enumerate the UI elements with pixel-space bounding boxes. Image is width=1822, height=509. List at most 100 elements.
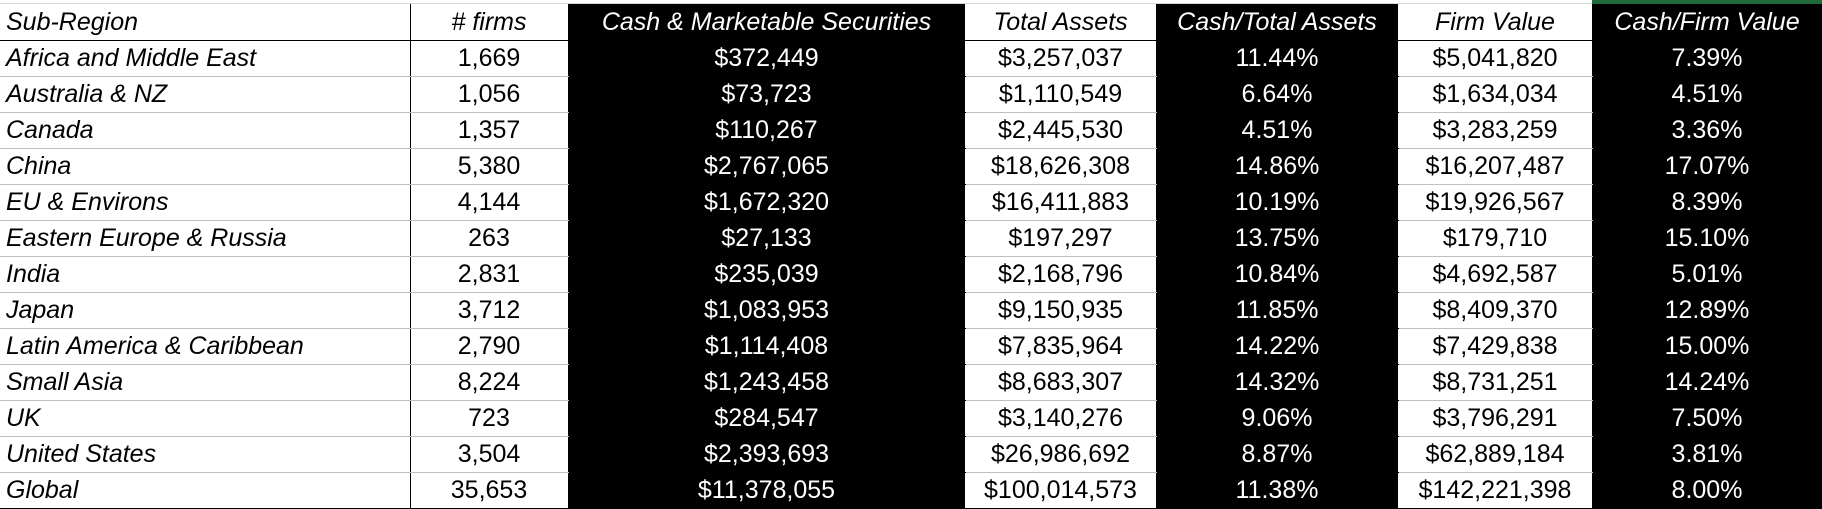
cell-cash-total-assets[interactable]: 9.06% bbox=[1156, 400, 1399, 437]
cell-total-assets[interactable]: $100,014,573 bbox=[965, 472, 1157, 509]
cell-cash-securities[interactable]: $1,083,953 bbox=[568, 292, 966, 329]
cell-cash-securities[interactable]: $284,547 bbox=[568, 400, 966, 437]
cell-cash-securities[interactable]: $11,378,055 bbox=[568, 472, 966, 509]
cell-firm-value[interactable]: $5,041,820 bbox=[1398, 40, 1593, 77]
cell-sub-region[interactable]: Small Asia bbox=[0, 364, 411, 401]
cell-total-assets[interactable]: $9,150,935 bbox=[965, 292, 1157, 329]
cell-sub-region[interactable]: India bbox=[0, 256, 411, 293]
cell-num-firms[interactable]: 8,224 bbox=[410, 364, 569, 401]
cell-cash-securities[interactable]: $235,039 bbox=[568, 256, 966, 293]
cell-cash-firm-value[interactable]: 5.01% bbox=[1592, 256, 1822, 293]
cell-cash-firm-value[interactable]: 8.00% bbox=[1592, 472, 1822, 509]
cell-sub-region[interactable]: UK bbox=[0, 400, 411, 437]
cell-firm-value[interactable]: $16,207,487 bbox=[1398, 148, 1593, 185]
cell-num-firms[interactable]: 2,831 bbox=[410, 256, 569, 293]
cell-cash-firm-value[interactable]: 15.10% bbox=[1592, 220, 1822, 257]
cell-num-firms[interactable]: 1,056 bbox=[410, 76, 569, 113]
cell-cash-total-assets[interactable]: 4.51% bbox=[1156, 112, 1399, 149]
cell-firm-value[interactable]: $7,429,838 bbox=[1398, 328, 1593, 365]
cell-total-assets[interactable]: $3,140,276 bbox=[965, 400, 1157, 437]
cell-sub-region[interactable]: United States bbox=[0, 436, 411, 473]
cell-cash-total-assets[interactable]: 13.75% bbox=[1156, 220, 1399, 257]
selection-accent bbox=[1592, 0, 1822, 4]
cell-cash-securities[interactable]: $73,723 bbox=[568, 76, 966, 113]
cell-cash-securities[interactable]: $1,114,408 bbox=[568, 328, 966, 365]
cell-cash-securities[interactable]: $1,672,320 bbox=[568, 184, 966, 221]
cell-sub-region[interactable]: Australia & NZ bbox=[0, 76, 411, 113]
cell-firm-value[interactable]: $3,796,291 bbox=[1398, 400, 1593, 437]
header-cash-firm-value[interactable]: Cash/Firm Value bbox=[1592, 4, 1822, 41]
cell-total-assets[interactable]: $2,168,796 bbox=[965, 256, 1157, 293]
cell-firm-value[interactable]: $8,409,370 bbox=[1398, 292, 1593, 329]
cell-num-firms[interactable]: 723 bbox=[410, 400, 569, 437]
cell-total-assets[interactable]: $2,445,530 bbox=[965, 112, 1157, 149]
cell-total-assets[interactable]: $18,626,308 bbox=[965, 148, 1157, 185]
cell-firm-value[interactable]: $8,731,251 bbox=[1398, 364, 1593, 401]
table-row-global: Global 35,653 $11,378,055 $100,014,573 1… bbox=[0, 472, 1822, 509]
cell-firm-value[interactable]: $4,692,587 bbox=[1398, 256, 1593, 293]
cell-cash-securities[interactable]: $1,243,458 bbox=[568, 364, 966, 401]
cell-cash-total-assets[interactable]: 10.84% bbox=[1156, 256, 1399, 293]
cell-num-firms[interactable]: 3,504 bbox=[410, 436, 569, 473]
cell-sub-region[interactable]: Japan bbox=[0, 292, 411, 329]
cell-total-assets[interactable]: $16,411,883 bbox=[965, 184, 1157, 221]
cell-cash-firm-value[interactable]: 3.81% bbox=[1592, 436, 1822, 473]
cell-sub-region[interactable]: China bbox=[0, 148, 411, 185]
header-cash-total-assets[interactable]: Cash/Total Assets bbox=[1156, 4, 1399, 41]
cell-firm-value[interactable]: $19,926,567 bbox=[1398, 184, 1593, 221]
cell-cash-firm-value[interactable]: 8.39% bbox=[1592, 184, 1822, 221]
cell-firm-value[interactable]: $3,283,259 bbox=[1398, 112, 1593, 149]
cell-total-assets[interactable]: $7,835,964 bbox=[965, 328, 1157, 365]
cell-num-firms[interactable]: 35,653 bbox=[410, 472, 569, 509]
cell-cash-total-assets[interactable]: 8.87% bbox=[1156, 436, 1399, 473]
cell-firm-value[interactable]: $142,221,398 bbox=[1398, 472, 1593, 509]
cell-num-firms[interactable]: 4,144 bbox=[410, 184, 569, 221]
cell-total-assets[interactable]: $3,257,037 bbox=[965, 40, 1157, 77]
cell-cash-securities[interactable]: $2,767,065 bbox=[568, 148, 966, 185]
header-total-assets[interactable]: Total Assets bbox=[965, 4, 1157, 41]
header-sub-region[interactable]: Sub-Region bbox=[0, 4, 411, 41]
cell-cash-total-assets[interactable]: 11.85% bbox=[1156, 292, 1399, 329]
cell-total-assets[interactable]: $1,110,549 bbox=[965, 76, 1157, 113]
cell-total-assets[interactable]: $8,683,307 bbox=[965, 364, 1157, 401]
cell-sub-region[interactable]: EU & Environs bbox=[0, 184, 411, 221]
cell-num-firms[interactable]: 3,712 bbox=[410, 292, 569, 329]
cell-cash-firm-value[interactable]: 4.51% bbox=[1592, 76, 1822, 113]
header-firm-value[interactable]: Firm Value bbox=[1398, 4, 1593, 41]
cell-cash-total-assets[interactable]: 10.19% bbox=[1156, 184, 1399, 221]
cell-cash-firm-value[interactable]: 3.36% bbox=[1592, 112, 1822, 149]
cell-cash-firm-value[interactable]: 14.24% bbox=[1592, 364, 1822, 401]
cell-cash-total-assets[interactable]: 14.32% bbox=[1156, 364, 1399, 401]
cell-sub-region[interactable]: Global bbox=[0, 472, 411, 509]
cell-num-firms[interactable]: 5,380 bbox=[410, 148, 569, 185]
cell-num-firms[interactable]: 2,790 bbox=[410, 328, 569, 365]
cell-cash-firm-value[interactable]: 17.07% bbox=[1592, 148, 1822, 185]
cell-cash-total-assets[interactable]: 14.86% bbox=[1156, 148, 1399, 185]
cell-cash-firm-value[interactable]: 7.39% bbox=[1592, 40, 1822, 77]
cell-cash-securities[interactable]: $110,267 bbox=[568, 112, 966, 149]
cell-cash-total-assets[interactable]: 6.64% bbox=[1156, 76, 1399, 113]
cell-sub-region[interactable]: Eastern Europe & Russia bbox=[0, 220, 411, 257]
cell-firm-value[interactable]: $179,710 bbox=[1398, 220, 1593, 257]
cell-total-assets[interactable]: $197,297 bbox=[965, 220, 1157, 257]
cell-cash-securities[interactable]: $2,393,693 bbox=[568, 436, 966, 473]
cell-num-firms[interactable]: 263 bbox=[410, 220, 569, 257]
cell-num-firms[interactable]: 1,357 bbox=[410, 112, 569, 149]
cell-cash-total-assets[interactable]: 11.38% bbox=[1156, 472, 1399, 509]
cell-cash-securities[interactable]: $27,133 bbox=[568, 220, 966, 257]
cell-cash-total-assets[interactable]: 14.22% bbox=[1156, 328, 1399, 365]
header-num-firms[interactable]: # firms bbox=[410, 4, 569, 41]
cell-sub-region[interactable]: Latin America & Caribbean bbox=[0, 328, 411, 365]
cell-total-assets[interactable]: $26,986,692 bbox=[965, 436, 1157, 473]
cell-sub-region[interactable]: Africa and Middle East bbox=[0, 40, 411, 77]
cell-firm-value[interactable]: $1,634,034 bbox=[1398, 76, 1593, 113]
cell-cash-firm-value[interactable]: 15.00% bbox=[1592, 328, 1822, 365]
cell-sub-region[interactable]: Canada bbox=[0, 112, 411, 149]
cell-cash-securities[interactable]: $372,449 bbox=[568, 40, 966, 77]
cell-firm-value[interactable]: $62,889,184 bbox=[1398, 436, 1593, 473]
cell-cash-firm-value[interactable]: 7.50% bbox=[1592, 400, 1822, 437]
header-cash-securities[interactable]: Cash & Marketable Securities bbox=[568, 4, 966, 41]
cell-cash-firm-value[interactable]: 12.89% bbox=[1592, 292, 1822, 329]
cell-cash-total-assets[interactable]: 11.44% bbox=[1156, 40, 1399, 77]
cell-num-firms[interactable]: 1,669 bbox=[410, 40, 569, 77]
